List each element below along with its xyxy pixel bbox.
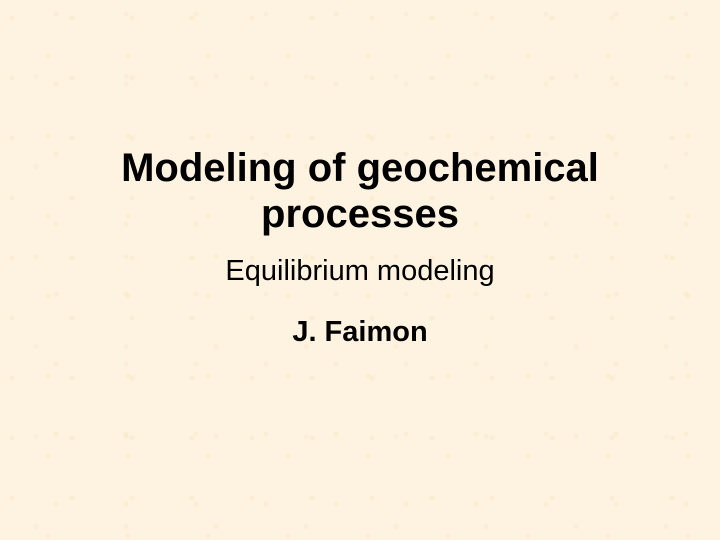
slide-title: Modeling of geochemical processes [121, 145, 599, 237]
title-line-1: Modeling of geochemical [121, 145, 599, 191]
slide-author: J. Faimon [292, 316, 427, 349]
title-line-2: processes [121, 191, 599, 237]
slide-subtitle: Equilibrium modeling [225, 255, 494, 288]
